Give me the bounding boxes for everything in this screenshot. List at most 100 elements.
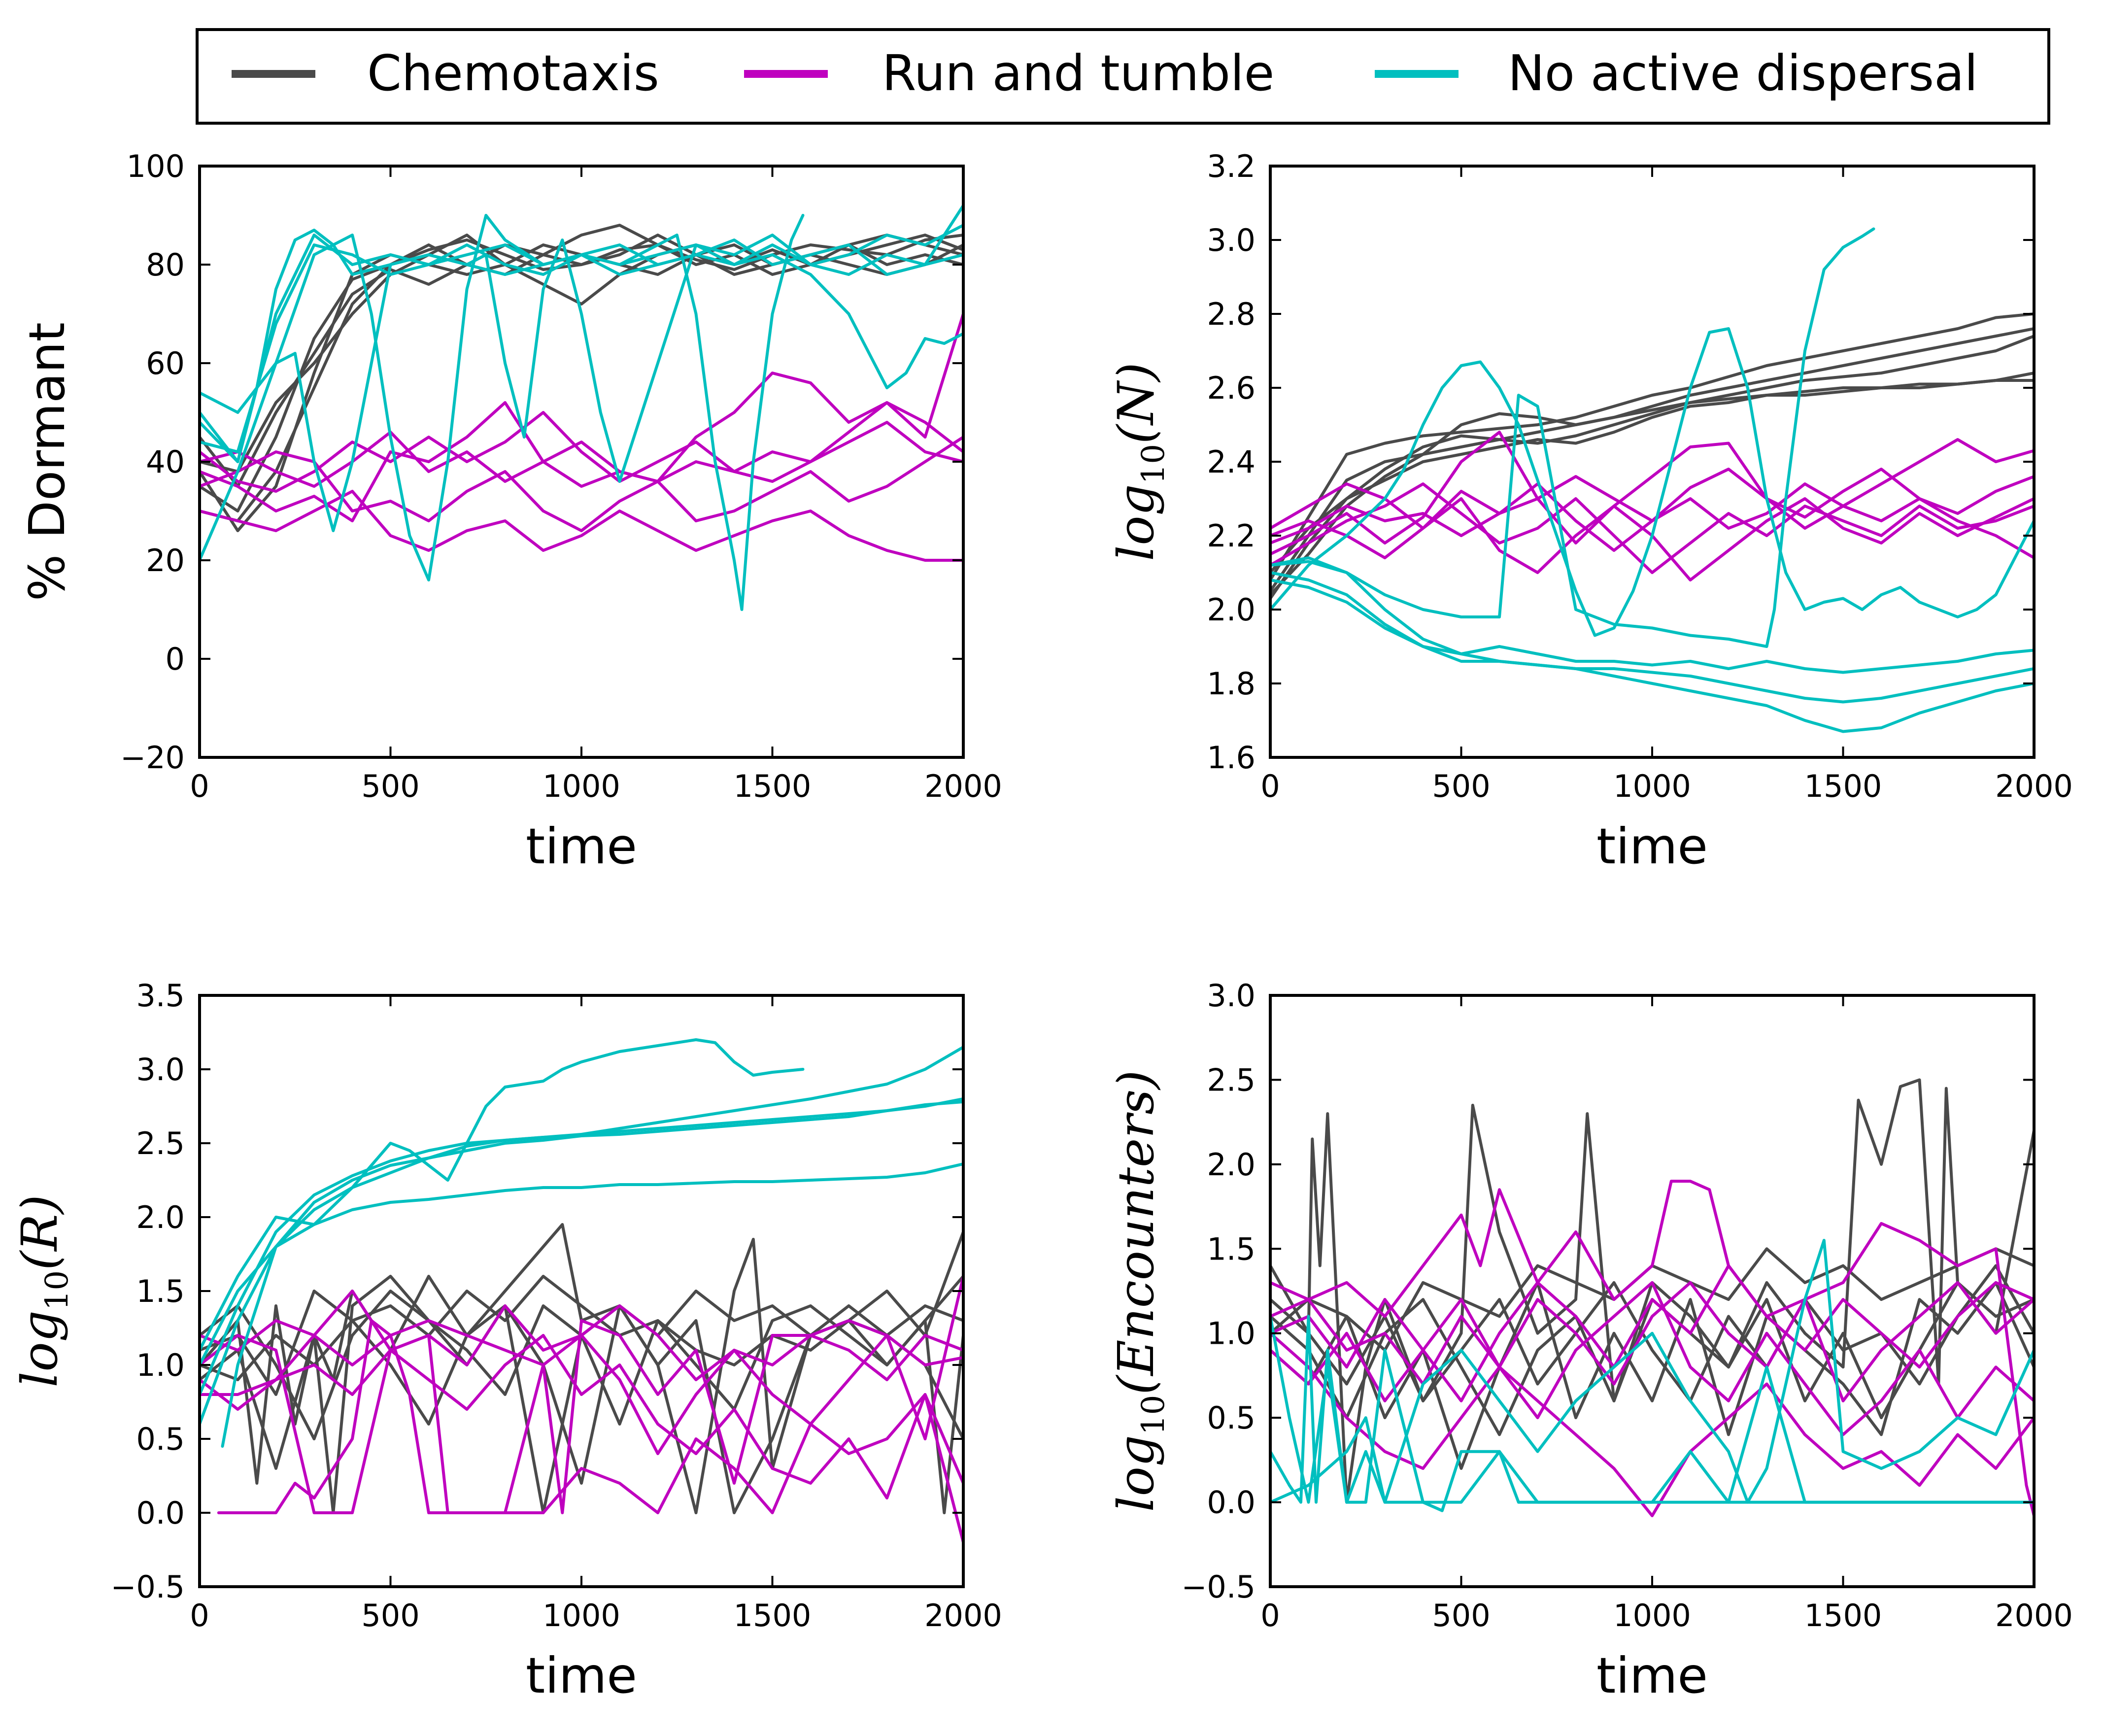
series-line-chemotaxis-5	[1270, 379, 2034, 596]
y-tick-label: 1.0	[136, 1347, 185, 1383]
y-tick-label: 3.2	[1207, 148, 1256, 184]
series-line-no-active-dispersal-1	[1270, 556, 2034, 674]
x-axis-label: time	[1596, 817, 1708, 875]
series-line-run-and-tumble-3	[1270, 1281, 2034, 1402]
series-line-chemotaxis-4	[200, 234, 963, 488]
x-tick-label: 2000	[1995, 1598, 2073, 1634]
legend-label-run-and-tumble: Run and tumble	[882, 44, 1274, 102]
y-tick-label: 2.5	[1207, 1062, 1256, 1098]
x-tick-label: 2000	[924, 1598, 1002, 1634]
series-line-run-and-tumble-1	[200, 312, 963, 522]
y-tick-label: 1.5	[1207, 1231, 1256, 1267]
y-axis-label: log10(Encounters)	[1107, 1070, 1172, 1512]
x-tick-label: 1500	[734, 768, 812, 804]
series-line-no-active-dispersal-5	[1270, 227, 1875, 648]
series-line-chemotaxis-1	[200, 1223, 963, 1485]
series-line-no-active-dispersal-2	[200, 214, 963, 581]
y-tick-label: 40	[146, 444, 185, 480]
series-line-run-and-tumble-2	[1270, 1331, 2034, 1517]
x-tick-label: 2000	[924, 768, 1002, 804]
series-line-no-active-dispersal-4	[1270, 327, 2034, 637]
y-tick-label: 0.5	[136, 1421, 185, 1457]
series-line-chemotaxis-3	[200, 1275, 963, 1514]
series-layer	[200, 204, 963, 611]
series-line-chemotaxis-5	[200, 1275, 963, 1381]
series-line-no-active-dispersal-3	[200, 1100, 963, 1396]
y-tick-label: 2.4	[1207, 444, 1256, 480]
series-line-no-active-dispersal-5	[200, 243, 963, 453]
x-tick-label: 0	[1260, 768, 1280, 804]
y-tick-label: 1.5	[136, 1273, 185, 1309]
y-tick-label: 3.0	[1207, 978, 1256, 1014]
series-line-no-active-dispersal-3	[200, 224, 963, 532]
series-line-no-active-dispersal-2	[1270, 1239, 2034, 1504]
series-line-run-and-tumble-2	[1270, 431, 2034, 556]
series-line-chemotaxis-2	[200, 1238, 963, 1514]
y-tick-label: 2.8	[1207, 296, 1256, 332]
y-axis-label: % Dormant	[18, 322, 76, 601]
y-tick-label: 2.2	[1207, 518, 1256, 554]
series-line-run-and-tumble-4	[1270, 1281, 2034, 1436]
series-line-chemotaxis-3	[1270, 1281, 2034, 1470]
x-tick-label: 1500	[734, 1598, 812, 1634]
x-axis-label: time	[526, 1647, 637, 1704]
x-tick-label: 0	[1260, 1598, 1280, 1634]
x-tick-label: 500	[1432, 768, 1490, 804]
series-layer	[1270, 227, 2034, 733]
x-tick-label: 1500	[1804, 768, 1882, 804]
series-line-run-and-tumble-2	[200, 1275, 963, 1514]
series-line-chemotaxis-3	[200, 224, 963, 522]
series-line-chemotaxis-2	[1270, 327, 2034, 593]
y-tick-label: 2.5	[136, 1125, 185, 1161]
series-line-no-active-dispersal-4	[200, 1162, 963, 1366]
y-tick-label: 2.6	[1207, 370, 1256, 406]
series-line-run-and-tumble-5	[1270, 482, 2034, 559]
series-line-chemotaxis-4	[200, 1290, 963, 1514]
y-tick-label: 100	[127, 148, 185, 184]
y-tick-label: 1.6	[1207, 740, 1256, 776]
x-tick-label: 1000	[1613, 768, 1691, 804]
y-tick-label: 3.5	[136, 978, 185, 1014]
x-axis-label: time	[526, 817, 637, 875]
series-line-run-and-tumble-5	[200, 1334, 963, 1499]
legend-frame	[196, 28, 2050, 125]
y-tick-label: 2.0	[1207, 592, 1256, 628]
y-tick-label: 3.0	[136, 1052, 185, 1088]
y-tick-label: 2.0	[136, 1199, 185, 1235]
y-tick-label: 20	[146, 543, 185, 579]
y-tick-label: −0.5	[1181, 1569, 1256, 1605]
x-tick-label: 2000	[1995, 768, 2073, 804]
panel-log-n: 0 500 1000 1500 2000 1.6 1.8 2.0 2.2 2.4 2.6 2.8 3.0…	[1107, 148, 2073, 875]
y-tick-label: 80	[146, 247, 185, 283]
series-line-chemotaxis-3	[1270, 335, 2034, 600]
series-line-run-and-tumble-4	[200, 1304, 963, 1381]
series-line-chemotaxis-1	[1270, 312, 2034, 581]
x-tick-label: 500	[1432, 1598, 1490, 1634]
panel-log-r: 0 500 1000 1500 2000 −0.5 0.0 0.5 1.0 1.5 2.0 2.5 3.…	[11, 978, 1002, 1704]
series-line-run-and-tumble-5	[1270, 1264, 2034, 1402]
y-axis-label: log10(R)	[11, 1195, 75, 1388]
y-tick-label: 0.5	[1207, 1400, 1256, 1436]
series-line-chemotaxis-4	[1270, 372, 2034, 574]
series-line-run-and-tumble-4	[200, 436, 963, 532]
series-layer	[1270, 1078, 2034, 1517]
legend: Chemotaxis Run and tumble No active disp…	[196, 28, 2050, 125]
series-line-chemotaxis-1	[1270, 1078, 2034, 1504]
series-line-no-active-dispersal-5	[200, 1038, 805, 1352]
series-layer	[200, 1038, 963, 1544]
series-line-no-active-dispersal-3	[1270, 1315, 2034, 1504]
y-axis-label: log10(N)	[1107, 362, 1172, 561]
series-line-no-active-dispersal-3	[1270, 579, 2034, 733]
series-line-no-active-dispersal-2	[200, 1097, 963, 1426]
x-tick-label: 1000	[543, 1598, 620, 1634]
y-tick-label: −0.5	[110, 1569, 185, 1605]
y-tick-label: −20	[120, 740, 185, 776]
y-tick-label: 1.8	[1207, 666, 1256, 702]
x-tick-label: 500	[361, 1598, 419, 1634]
x-tick-label: 1000	[543, 768, 620, 804]
series-line-run-and-tumble-3	[1270, 482, 2034, 574]
y-tick-label: 0.0	[136, 1495, 185, 1531]
series-line-run-and-tumble-1	[1270, 1180, 2034, 1517]
